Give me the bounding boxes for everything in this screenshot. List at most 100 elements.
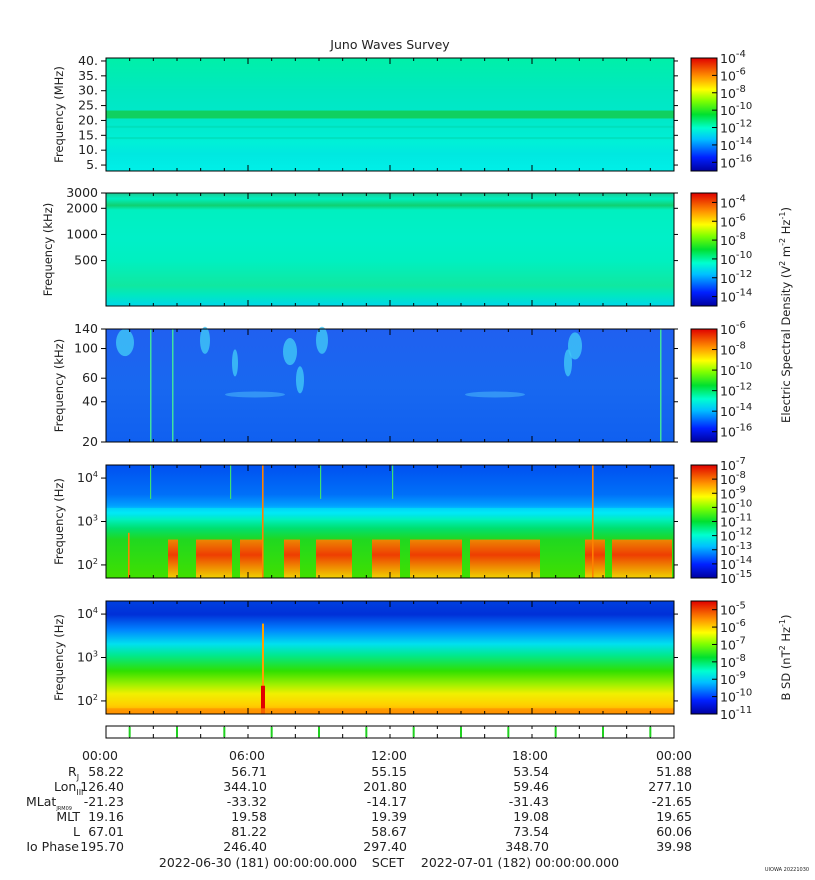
time-tick-label: 12:00 [371,748,407,763]
colorbar-tick-label: 10-16 [720,423,752,440]
colorbar-frame [690,600,718,715]
colorbar-tick-label: 10-10 [720,101,752,118]
ephemeris-value: 19.58 [231,809,267,824]
ephemeris-value: 19.08 [513,809,549,824]
credit-stamp: UIOWA 20221030 [765,867,809,873]
ephemeris-value: -31.43 [509,794,549,809]
colorbar-tick-label: 10-7 [720,635,746,652]
spectrogram-panel-1: 5.10.15.20.25.30.35.40. Frequency (MHz) 10… [52,49,752,172]
y-tick-label: 20. [78,112,98,127]
bsd-label: B SD (nT2 Hz-1) [778,614,793,700]
ephemeris-row-label: Io Phase [26,839,79,854]
spectrogram-features [106,465,674,578]
y-tick-label: 1000 [66,226,98,241]
coverage-mark [270,727,273,737]
ephemeris-value: 58.22 [88,764,124,779]
ephemeris-value: -33.32 [227,794,267,809]
y-axis-label: Frequency (MHz) [52,66,66,163]
colorbar-gradient [691,329,717,442]
y-axis-label: Frequency (kHz) [52,339,66,432]
y-tick-label: 25. [78,98,98,113]
data-coverage-strip [105,725,675,739]
spectrogram-image [106,329,674,442]
colorbar-tick-label: 10-12 [720,382,752,399]
colorbar-tick-label: 10-14 [720,288,752,305]
ephemeris-value: 246.40 [223,839,267,854]
colorbar-tick-label: 10-11 [720,705,752,722]
y-tick-label: 35. [78,68,98,83]
y-axis-label: Frequency (Hz) [52,614,66,701]
ephemeris-value: 60.06 [656,824,692,839]
ephemeris-value: 19.65 [656,809,692,824]
colorbar-tick-label: 10-10 [720,361,752,378]
footer-start-time: 2022-06-30 (181) 00:00:00.000 [159,855,357,870]
figure-title: Juno Waves Survey [329,37,450,52]
y-tick-label: 10. [78,142,98,157]
colorbar-gradient [691,193,717,306]
colorbar-tick-label: 10-12 [720,269,752,286]
ephemeris-value: -21.23 [84,794,124,809]
y-axis-label: Frequency (Hz) [52,478,66,565]
spectrogram-features [116,326,662,442]
coverage-mark [128,727,131,737]
colorbar-2: 10-14 10-12 10-10 10-8 10-6 10-4 [690,192,752,307]
footer-scet-label: SCET [372,855,405,870]
colorbar-gradient [691,58,717,171]
time-tick-label: 00:00 [656,748,692,763]
ephemeris-value: 56.71 [231,764,267,779]
ephemeris-value: 195.70 [80,839,124,854]
y-tick-label: 40 [82,394,98,409]
y-tick-label: 102 [77,557,98,572]
colorbar-tick-label: 10-10 [720,250,752,267]
colorbar-tick-label: 10-8 [720,341,746,358]
colorbar-tick-label: 10-6 [720,66,746,83]
spectrogram-image [106,193,674,306]
ephemeris-value: 55.15 [371,764,407,779]
coverage-mark [554,727,557,737]
ephemeris-row-label: LonIII [54,779,83,797]
ephemeris-row-label: L [73,824,80,839]
colorbar-frame [690,328,718,443]
ephemeris-value: 73.54 [513,824,549,839]
footer-end-time: 2022-07-01 (182) 00:00:00.000 [421,855,619,870]
colorbar-gradient [691,601,717,714]
ephemeris-value: 58.67 [371,824,407,839]
ephemeris-value: 53.54 [513,764,549,779]
y-tick-label: 2000 [66,200,98,215]
colorbar-frame [690,192,718,307]
colorbar-tick-label: 10-9 [720,670,746,687]
time-tick-label: 18:00 [512,748,548,763]
ephemeris-value: 201.80 [363,779,407,794]
colorbar-tick-label: 10-4 [720,49,746,66]
y-tick-label: 15. [78,127,98,142]
ephemeris-value: 126.40 [80,779,124,794]
ephemeris-value: 59.46 [513,779,549,794]
time-tick-label: 06:00 [229,748,265,763]
ephemeris-value: 297.40 [363,839,407,854]
y-tick-label: 102 [77,693,98,708]
colorbar-tick-label: 10-8 [720,653,746,670]
ephemeris-value: -14.17 [367,794,407,809]
coverage-mark [602,727,604,737]
y-tick-label: 140 [74,321,98,336]
colorbar-tick-label: 10-4 [720,193,746,210]
colorbar-tick-label: 10-14 [720,136,752,153]
spectrogram-image [106,58,674,171]
ephemeris-value: -21.65 [652,794,692,809]
y-tick-label: 103 [77,650,98,665]
colorbar-tick-label: 10-5 [720,601,746,618]
colorbar-tick-label: 10-6 [720,618,746,635]
colorbar-4: 10-1510-1410-1310-1210-1110-1010-910-810… [690,456,752,586]
y-tick-label: 3000 [66,185,98,200]
colorbar-tick-label: 10-12 [720,119,752,136]
colorbar-tick-label: 10-10 [720,688,752,705]
ephemeris-value: 39.98 [656,839,692,854]
coverage-mark [318,727,320,737]
y-tick-label: 104 [77,606,98,621]
coverage-mark [176,727,178,737]
